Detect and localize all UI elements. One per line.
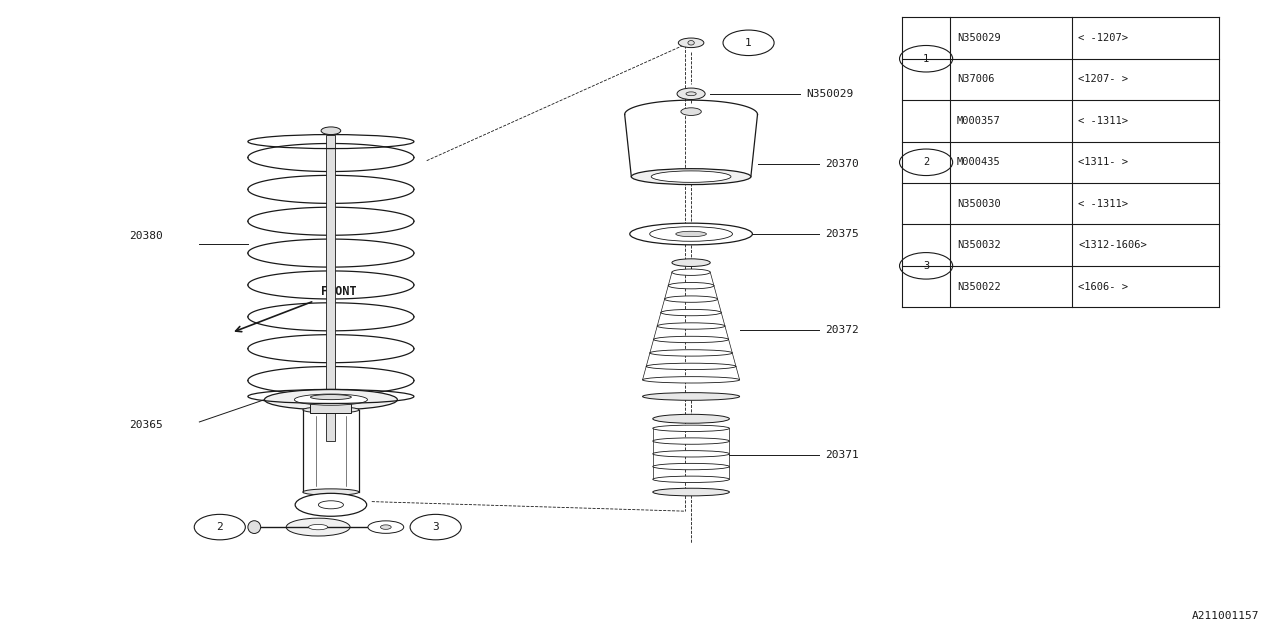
Text: 20365: 20365 — [129, 420, 163, 430]
Ellipse shape — [265, 390, 397, 410]
Ellipse shape — [676, 231, 707, 237]
Ellipse shape — [653, 488, 730, 496]
Ellipse shape — [653, 451, 730, 457]
Ellipse shape — [630, 223, 753, 245]
Text: M000435: M000435 — [956, 157, 1001, 167]
Ellipse shape — [653, 476, 730, 483]
Ellipse shape — [677, 88, 705, 100]
Text: N350032: N350032 — [956, 240, 1001, 250]
Ellipse shape — [668, 282, 714, 289]
Text: < -1311>: < -1311> — [1078, 116, 1128, 126]
FancyBboxPatch shape — [311, 397, 351, 413]
Ellipse shape — [308, 524, 328, 530]
Ellipse shape — [653, 438, 730, 444]
Ellipse shape — [248, 521, 261, 534]
Ellipse shape — [650, 227, 732, 241]
Text: 20380: 20380 — [129, 231, 163, 241]
Ellipse shape — [294, 394, 367, 405]
Ellipse shape — [664, 296, 718, 302]
Ellipse shape — [319, 500, 343, 509]
Text: N350030: N350030 — [956, 198, 1001, 209]
Ellipse shape — [321, 127, 340, 134]
Ellipse shape — [660, 309, 721, 316]
Text: < -1207>: < -1207> — [1078, 33, 1128, 43]
Ellipse shape — [686, 92, 696, 96]
Text: N350022: N350022 — [956, 282, 1001, 292]
Ellipse shape — [367, 521, 403, 533]
Ellipse shape — [681, 108, 701, 115]
Ellipse shape — [653, 463, 730, 470]
Ellipse shape — [653, 414, 730, 423]
Ellipse shape — [303, 489, 358, 495]
Ellipse shape — [303, 406, 358, 413]
Ellipse shape — [652, 171, 731, 182]
Text: 20375: 20375 — [826, 229, 859, 239]
Ellipse shape — [643, 393, 740, 400]
Text: 3: 3 — [433, 522, 439, 532]
Text: <1207- >: <1207- > — [1078, 74, 1128, 84]
Ellipse shape — [296, 493, 366, 516]
Ellipse shape — [643, 377, 740, 383]
Ellipse shape — [311, 394, 351, 399]
Text: N37006: N37006 — [956, 74, 995, 84]
Ellipse shape — [631, 169, 751, 184]
Ellipse shape — [654, 336, 728, 342]
Text: <1312-1606>: <1312-1606> — [1078, 240, 1147, 250]
Text: FRONT: FRONT — [321, 285, 356, 298]
Ellipse shape — [650, 349, 732, 356]
Text: 2: 2 — [923, 157, 929, 167]
Text: 1: 1 — [923, 54, 929, 64]
Ellipse shape — [687, 40, 694, 45]
Text: <1606- >: <1606- > — [1078, 282, 1128, 292]
Text: N350029: N350029 — [956, 33, 1001, 43]
Text: A211001157: A211001157 — [1192, 611, 1260, 621]
Ellipse shape — [646, 363, 736, 369]
Text: 3: 3 — [923, 261, 929, 271]
Text: N350029: N350029 — [806, 89, 854, 99]
Ellipse shape — [653, 425, 730, 431]
Text: 20370: 20370 — [826, 159, 859, 169]
Ellipse shape — [672, 259, 710, 266]
Text: 20371: 20371 — [826, 451, 859, 460]
Text: 2: 2 — [216, 522, 223, 532]
Ellipse shape — [678, 38, 704, 47]
Text: M000357: M000357 — [956, 116, 1001, 126]
Ellipse shape — [657, 323, 724, 329]
Ellipse shape — [672, 269, 710, 275]
Text: <1311- >: <1311- > — [1078, 157, 1128, 167]
FancyBboxPatch shape — [326, 135, 335, 441]
Text: 1: 1 — [745, 38, 751, 48]
Ellipse shape — [380, 525, 392, 529]
Ellipse shape — [287, 518, 349, 536]
Text: 20372: 20372 — [826, 324, 859, 335]
Text: < -1311>: < -1311> — [1078, 198, 1128, 209]
